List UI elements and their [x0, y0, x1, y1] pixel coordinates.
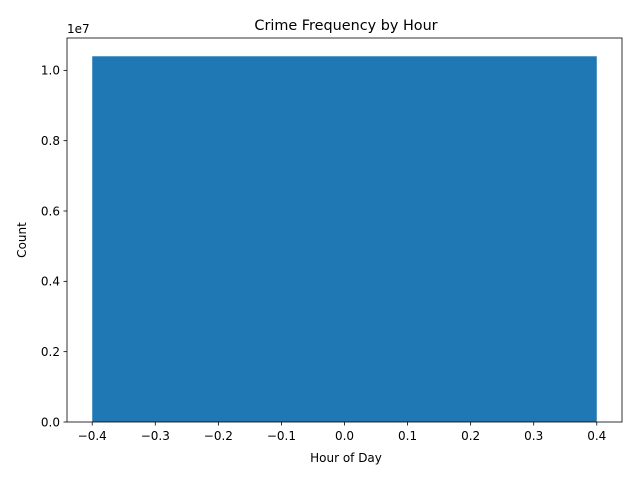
x-ticks-group: −0.4 −0.3 −0.2 −0.1 0.0 0.1 0.2 0.3 0.4 — [78, 422, 606, 443]
y-tick-label: 1.0 — [41, 64, 60, 78]
x-tick-label: 0.0 — [335, 429, 354, 443]
x-tick-label: −0.1 — [267, 429, 296, 443]
bars-group — [92, 56, 597, 423]
x-axis-label: Hour of Day — [310, 451, 382, 465]
y-tick-label: 0.4 — [41, 275, 60, 289]
y-tick-label: 0.8 — [41, 134, 60, 148]
x-tick-label: 0.3 — [524, 429, 543, 443]
x-tick-label: −0.3 — [141, 429, 170, 443]
y-tick-label: 0.0 — [41, 415, 60, 429]
x-tick-label: 0.1 — [398, 429, 417, 443]
y-axis-label: Count — [15, 222, 29, 258]
chart-title: Crime Frequency by Hour — [254, 18, 437, 34]
x-tick-label: −0.2 — [204, 429, 233, 443]
x-tick-label: −0.4 — [78, 429, 107, 443]
y-tick-label: 0.6 — [41, 204, 60, 218]
y-offset-label: 1e7 — [67, 22, 90, 36]
bar-0 — [92, 56, 597, 423]
x-tick-label: 0.2 — [461, 429, 480, 443]
y-ticks-group: 0.0 0.2 0.4 0.6 0.8 1.0 — [41, 64, 67, 429]
y-tick-label: 0.2 — [41, 345, 60, 359]
x-tick-label: 0.4 — [587, 429, 606, 443]
axes-frame — [66, 37, 623, 423]
